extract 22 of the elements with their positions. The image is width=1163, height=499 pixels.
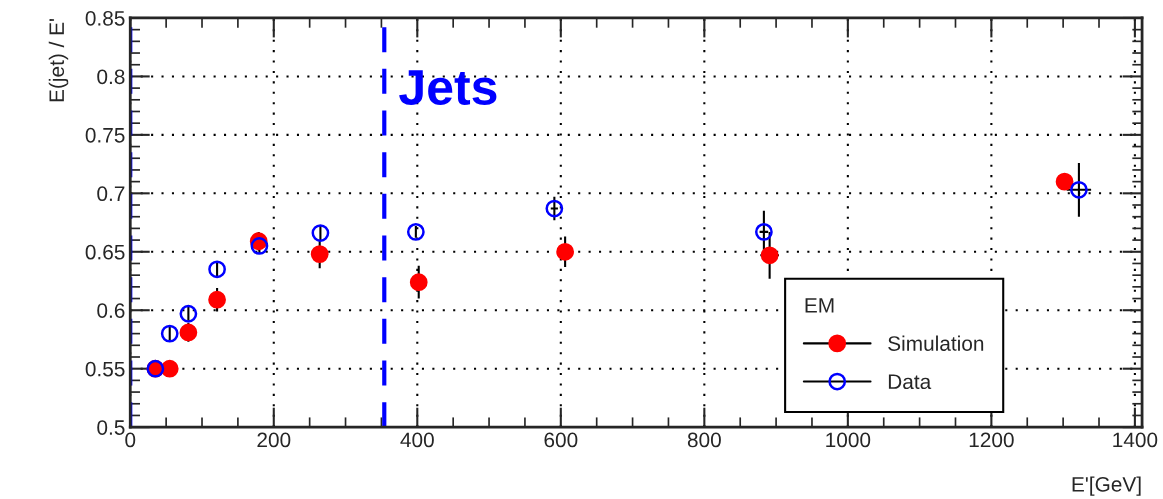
x-tick-label: 200 [257, 432, 291, 448]
y-tick-label: 0.7 [97, 186, 125, 202]
annotation: Jets [399, 70, 497, 106]
y-tick-label: 0.8 [97, 69, 125, 85]
legend-label: Data [888, 374, 932, 390]
y-tick-label: 0.65 [85, 244, 125, 260]
y-tick-label: 0.5 [97, 420, 125, 435]
legend-title: EM [805, 298, 834, 313]
y-tick-label: 0.75 [85, 127, 125, 143]
y-tick-label: 0.85 [85, 10, 125, 26]
x-tick-label: 1000 [826, 432, 871, 448]
x-tick-label: 1200 [969, 432, 1014, 448]
y-axis-title: E(jet) / E' [48, 19, 69, 102]
legend-label: Simulation [888, 335, 984, 351]
x-axis-title: E'[GeV] [1072, 476, 1141, 496]
y-tick-label: 0.6 [97, 303, 125, 318]
x-tick-label: 400 [400, 432, 434, 448]
x-tick-label: 800 [687, 432, 721, 448]
x-tick-label: 600 [544, 432, 578, 448]
y-tick-label: 0.55 [85, 361, 125, 377]
x-tick-label: 0 [125, 432, 136, 448]
x-tick-label: 1400 [1113, 432, 1158, 448]
